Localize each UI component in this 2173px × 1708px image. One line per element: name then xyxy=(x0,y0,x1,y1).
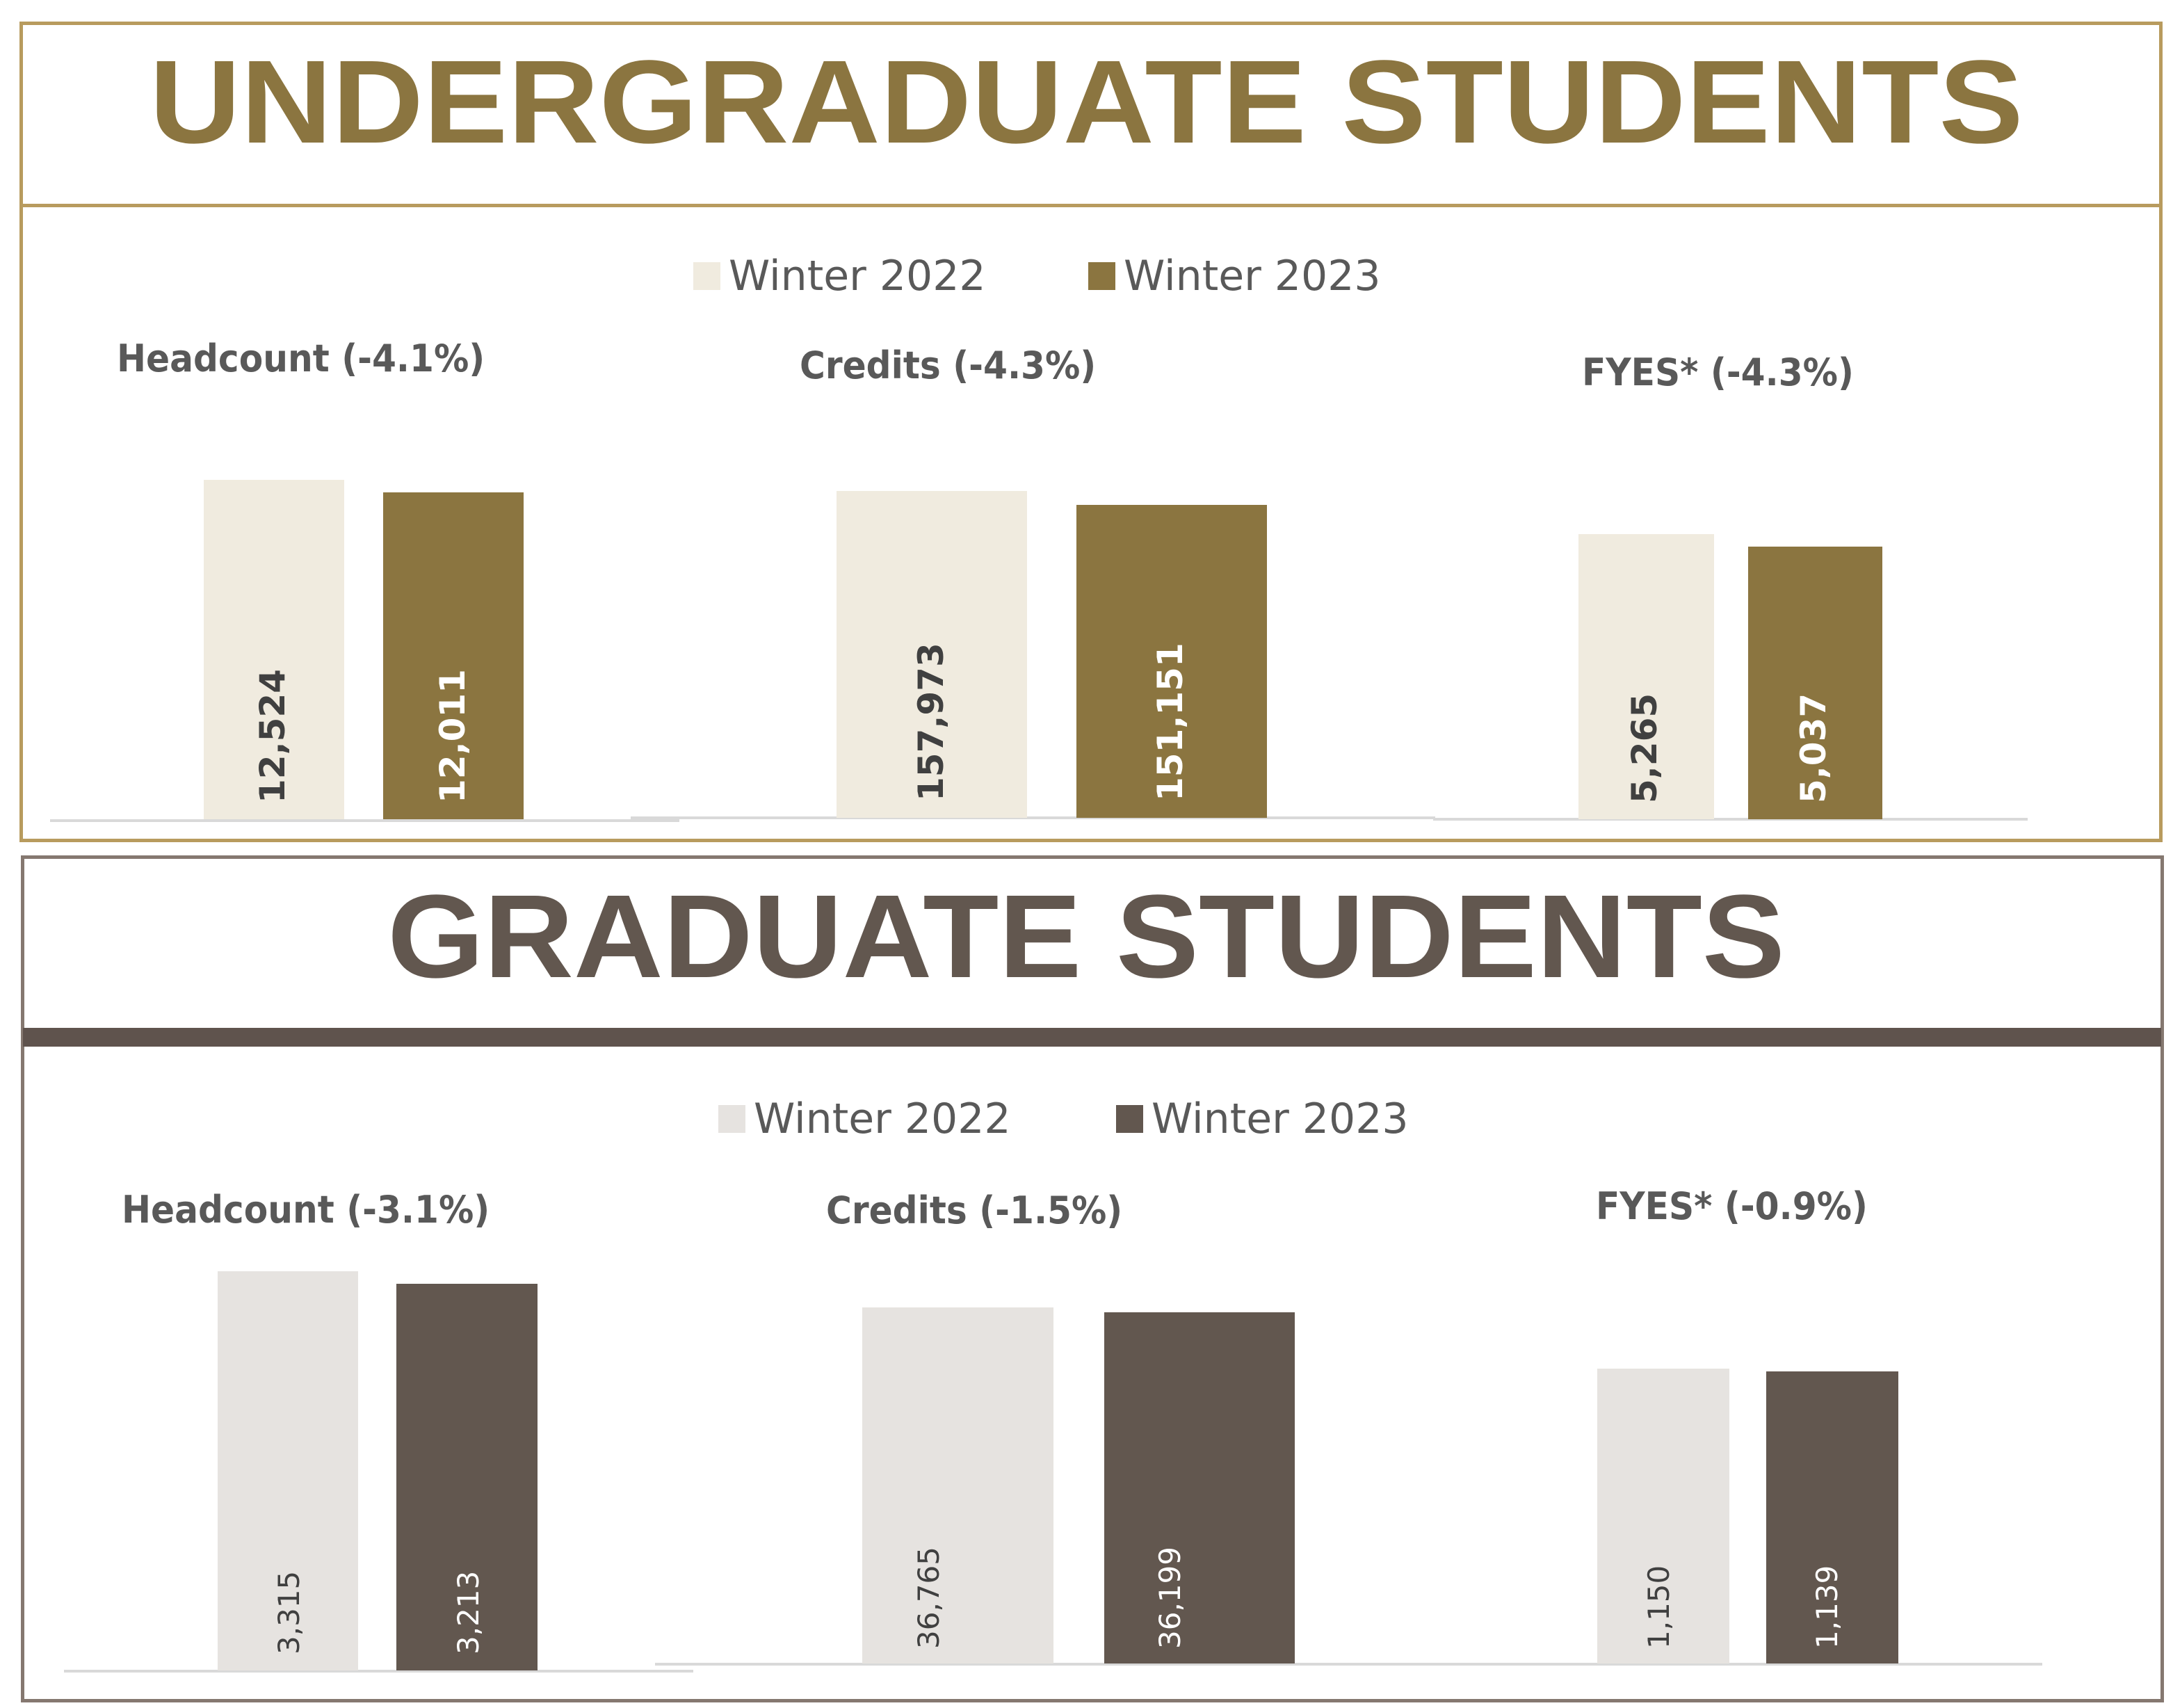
bar-value-label: 36,765 xyxy=(912,1547,946,1649)
bar-value-label: 3,315 xyxy=(272,1570,306,1654)
bar-winter-2022-fyes xyxy=(1597,1369,1729,1663)
bar-value-label: 12,524 xyxy=(252,669,293,803)
undergraduate-title: UNDERGRADUATE STUDENTS xyxy=(150,36,2023,168)
legend-item-winter-2023: Winter 2023 xyxy=(1088,252,1381,300)
legend-item-winter-2022: Winter 2022 xyxy=(718,1095,1011,1143)
bar-winter-2023-headcount xyxy=(383,492,524,819)
bar-value-label: 151,151 xyxy=(1150,643,1190,801)
bar-winter-2022-credits xyxy=(837,491,1027,818)
bar-winter-2023-headcount xyxy=(396,1284,538,1670)
chart-axis xyxy=(655,1663,2042,1666)
chart-title-fyes: FYES* (-0.9%) xyxy=(1596,1184,1868,1228)
undergraduate-title-divider xyxy=(21,204,2161,207)
bar-winter-2023-credits xyxy=(1076,505,1267,818)
chart-axis xyxy=(64,1670,693,1673)
graduate-title-divider xyxy=(23,1028,2161,1047)
bar-value-label: 3,213 xyxy=(451,1570,485,1654)
chart-axis xyxy=(631,816,1435,819)
chart-title-fyes: FYES* (-4.3%) xyxy=(1582,351,1854,394)
bar-value-label: 1,150 xyxy=(1642,1565,1676,1649)
chart-axis xyxy=(1433,818,2028,821)
chart-title-credits: Credits (-1.5%) xyxy=(826,1189,1123,1232)
bar-winter-2023-fyes xyxy=(1766,1371,1898,1663)
bar-winter-2023-credits xyxy=(1104,1312,1295,1663)
bar-winter-2023-fyes xyxy=(1748,547,1882,819)
bar-value-label: 5,037 xyxy=(1793,693,1834,803)
bar-value-label: 36,199 xyxy=(1153,1547,1187,1649)
legend-swatch-icon xyxy=(1116,1105,1143,1133)
chart-axis xyxy=(50,819,679,822)
legend-swatch-icon xyxy=(1088,262,1115,290)
bar-winter-2022-headcount xyxy=(218,1271,358,1670)
bar-value-label: 12,011 xyxy=(433,669,473,803)
bar-winter-2022-headcount xyxy=(204,480,344,819)
legend-item-winter-2023: Winter 2023 xyxy=(1116,1095,1409,1143)
legend-item-winter-2022: Winter 2022 xyxy=(693,252,986,300)
bar-winter-2022-fyes xyxy=(1578,534,1714,819)
legend-swatch-icon xyxy=(693,262,720,290)
bar-value-label: 1,139 xyxy=(1810,1565,1844,1649)
chart-title-headcount: Headcount (-3.1%) xyxy=(122,1188,490,1232)
graduate-title: GRADUATE STUDENTS xyxy=(387,871,1786,1003)
bar-winter-2022-credits xyxy=(862,1307,1053,1663)
chart-title-headcount: Headcount (-4.1%) xyxy=(117,337,485,380)
bar-value-label: 5,265 xyxy=(1624,693,1665,803)
chart-title-credits: Credits (-4.3%) xyxy=(800,344,1097,387)
legend-swatch-icon xyxy=(718,1105,745,1133)
bar-value-label: 157,973 xyxy=(911,643,951,801)
